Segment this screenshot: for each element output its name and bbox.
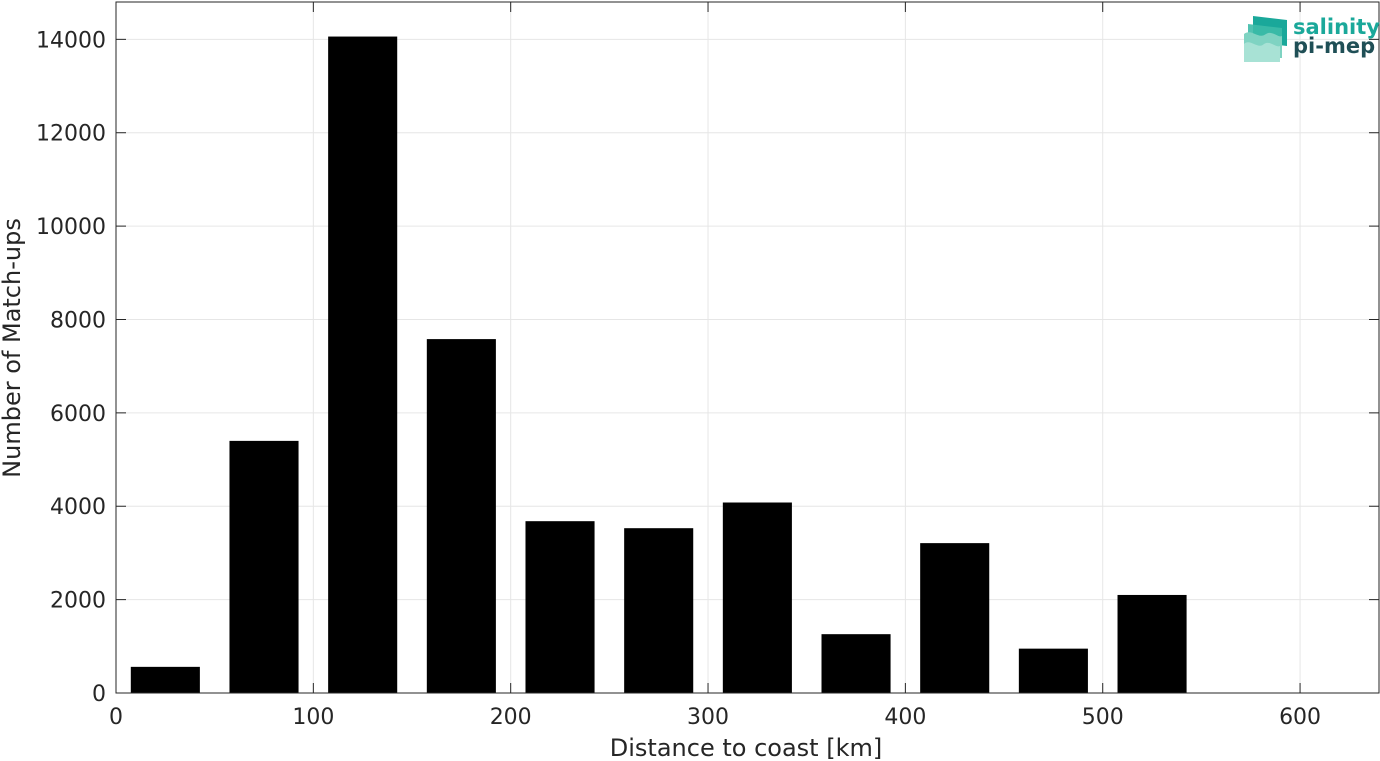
logo-line2: pi-mep (1293, 34, 1375, 58)
histogram-bar (328, 36, 398, 694)
histogram-bar (624, 528, 694, 693)
histogram-bar (130, 666, 200, 693)
plot-frame (115, 1, 1380, 694)
x-tick-label: 500 (1082, 705, 1124, 730)
waves-logo-icon (1244, 16, 1287, 62)
axis-ticks (115, 2, 1379, 694)
y-tick-label: 14000 (36, 28, 106, 53)
x-tick-label: 0 (109, 705, 123, 730)
y-tick-label: 2000 (50, 589, 106, 614)
y-tick-label: 12000 (36, 122, 106, 147)
y-tick-label: 6000 (50, 402, 106, 427)
histogram-bar (525, 521, 595, 693)
x-tick-label: 600 (1279, 705, 1321, 730)
y-tick-label: 8000 (50, 308, 106, 333)
x-axis-label: Distance to coast [km] (610, 734, 882, 761)
histogram-bar (920, 543, 990, 693)
histogram-bar (722, 502, 792, 693)
x-tick-label: 200 (490, 705, 532, 730)
x-tick-label: 400 (884, 705, 926, 730)
histogram-bar (821, 634, 891, 693)
histogram-bar (1018, 648, 1088, 693)
logo-line1: salinity (1293, 15, 1380, 39)
y-tick-label: 10000 (36, 215, 106, 240)
histogram-bar (426, 339, 496, 693)
histogram-bar (229, 440, 299, 693)
x-tick-label: 100 (292, 705, 334, 730)
y-tick-label: 4000 (50, 495, 106, 520)
histogram-bar (1117, 594, 1187, 693)
grid-lines (115, 2, 1379, 694)
y-tick-labels: 0 2000 4000 6000 8000 10000 12000 14000 (36, 28, 106, 707)
y-axis-label: Number of Match-ups (0, 218, 26, 478)
x-tick-label: 300 (687, 705, 729, 730)
y-tick-label: 0 (92, 682, 106, 707)
salinity-pi-mep-logo: salinity pi-mep (1244, 15, 1380, 62)
bars (130, 36, 1187, 694)
x-tick-labels: 0 100 200 300 400 500 600 (109, 705, 1321, 730)
